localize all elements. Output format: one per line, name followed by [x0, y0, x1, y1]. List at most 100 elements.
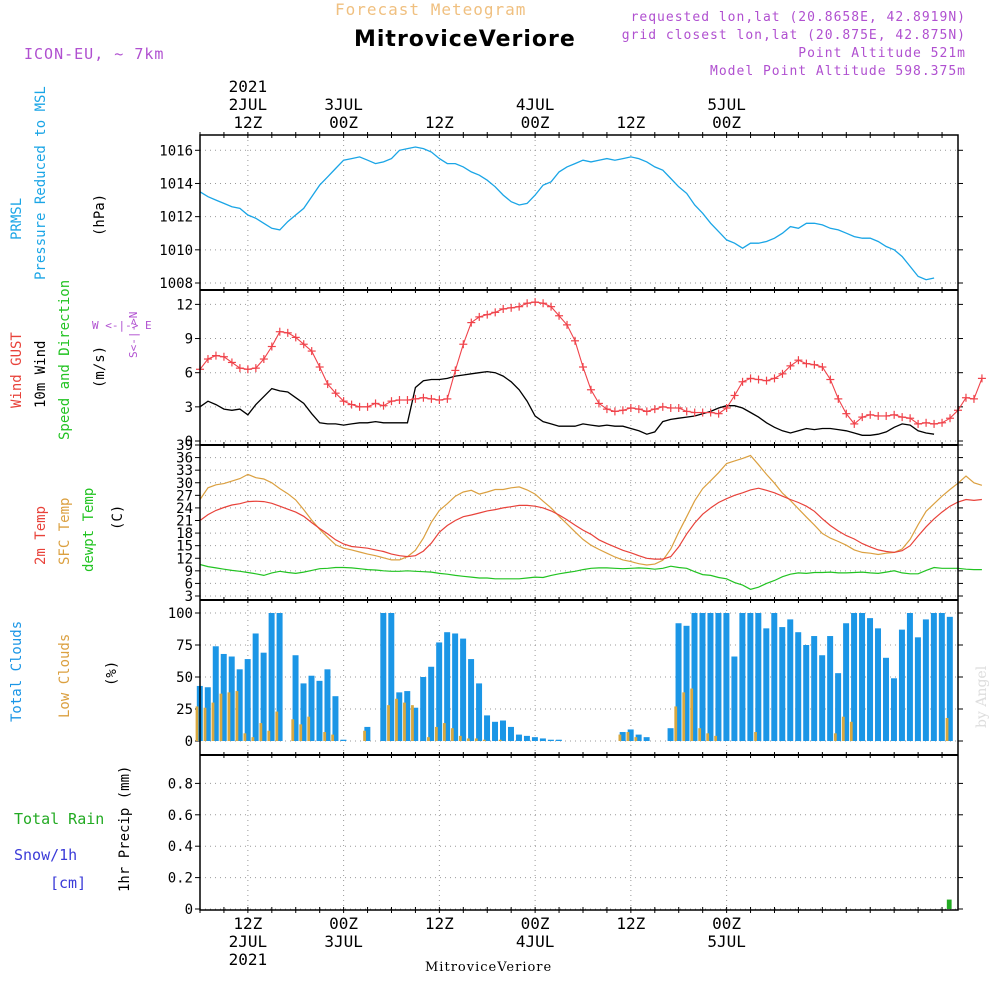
- total-cloud-bar: [539, 738, 546, 741]
- total-cloud-bar: [404, 691, 411, 741]
- top-hour-label: 12Z: [425, 113, 454, 132]
- pressure-tick-label: 1012: [159, 210, 193, 226]
- low-cloud-bar: [403, 702, 406, 741]
- clouds-tick-label: 0: [185, 734, 193, 750]
- low-cloud-bar: [235, 691, 239, 741]
- pressure-tick-label: 1014: [159, 176, 193, 192]
- total-cloud-bar: [635, 734, 642, 741]
- total-cloud-bar: [340, 739, 347, 741]
- point-altitude: Point Altitude 521m: [798, 46, 966, 61]
- top-hour-label: 12Z: [233, 113, 262, 132]
- total-cloud-bar: [898, 629, 905, 741]
- total-cloud-bar: [771, 613, 778, 741]
- total-cloud-bar: [523, 735, 530, 741]
- total-cloud-bar: [859, 613, 866, 741]
- precip-tick-label: 0.8: [168, 776, 193, 792]
- temp-tick-label: 3: [185, 589, 193, 605]
- precip-snow-label: Snow/1h: [14, 846, 78, 864]
- total-cloud-bar: [436, 642, 443, 741]
- total-cloud-bar: [890, 678, 897, 741]
- low-cloud-bar: [626, 732, 630, 741]
- total-cloud-bar: [324, 669, 331, 741]
- bottom-hour-label: 12Z: [425, 914, 454, 933]
- low-cloud-bar: [690, 688, 694, 741]
- total-cloud-bar: [643, 737, 650, 741]
- total-cloud-bar: [755, 613, 762, 741]
- low-cloud-bar: [674, 706, 678, 741]
- temp-tick-label: 21: [176, 514, 193, 530]
- total-cloud-bar: [468, 659, 475, 741]
- total-cloud-bar: [739, 613, 746, 741]
- total-cloud-bar: [507, 726, 514, 741]
- clouds-tick-label: 100: [168, 606, 193, 622]
- top-date-label: 4JUL: [516, 95, 555, 114]
- pressure-tick-label: 1016: [159, 143, 193, 159]
- low-cloud-bar: [474, 738, 478, 741]
- total-cloud-bar: [930, 613, 937, 741]
- total-cloud-bar: [300, 683, 307, 741]
- temp-tick-label: 36: [176, 451, 193, 467]
- plot-frame: [199, 134, 959, 911]
- total-cloud-bar: [835, 673, 842, 741]
- top-date-label: 2JUL: [229, 95, 268, 114]
- total-cloud-bar: [938, 613, 945, 741]
- total-cloud-bar: [308, 675, 315, 741]
- low-cloud-bar: [482, 739, 486, 741]
- low-cloud-bar: [395, 698, 398, 741]
- total-cloud-bar: [875, 628, 882, 741]
- total-cloud-bar: [484, 715, 491, 741]
- temp-tick-label: 33: [176, 463, 193, 479]
- wind-tick-label: 9: [185, 332, 193, 348]
- temp-tick-label: 12: [176, 551, 193, 567]
- low-cloud-bar: [331, 734, 335, 741]
- top-hour-label: 00Z: [521, 113, 550, 132]
- low-cloud-bar: [754, 732, 757, 741]
- bottom-hour-label: 12Z: [233, 914, 262, 933]
- total-cloud-bar: [268, 613, 275, 741]
- total-cloud-bar: [492, 721, 499, 741]
- total-cloud-bar: [843, 623, 850, 741]
- precip-tick-label: 0.4: [168, 839, 193, 855]
- total-cloud-bar: [763, 628, 770, 741]
- total-cloud-bar: [683, 625, 690, 741]
- bottom-hour-label: 12Z: [616, 914, 645, 933]
- total-cloud-bar: [827, 636, 834, 741]
- requested-coords: requested lon,lat (20.8658E, 42.8919N): [630, 10, 966, 25]
- total-cloud-bar: [428, 666, 435, 741]
- low-cloud-bar: [251, 737, 255, 741]
- low-cloud-bar: [427, 737, 430, 741]
- total-cloud-bar: [882, 657, 889, 741]
- total-cloud-bar: [444, 632, 451, 741]
- top-date-label: 3JUL: [324, 95, 363, 114]
- total-cloud-bar: [292, 655, 299, 741]
- total-cloud-bar: [699, 613, 706, 741]
- low-cloud-bar: [363, 730, 366, 741]
- low-cloud-bar: [203, 707, 207, 741]
- precip-tick-label: 0.6: [168, 808, 193, 824]
- top-hour-label: 12Z: [616, 113, 645, 132]
- low-cloud-bar: [833, 733, 837, 741]
- clouds-tick-label: 25: [176, 702, 193, 718]
- closest-coords: grid closest lon,lat (20.875E, 42.875N): [621, 28, 966, 43]
- low-cloud-bar: [211, 702, 215, 741]
- bottom-date-label: 4JUL: [516, 932, 555, 951]
- bottom-hour-label: 00Z: [712, 914, 741, 933]
- wind-tick-label: 6: [185, 366, 193, 382]
- total-cloud-bar: [460, 638, 467, 741]
- total-cloud-bar: [787, 619, 794, 741]
- total-cloud-bar: [500, 720, 506, 741]
- low-cloud-bar: [275, 711, 279, 741]
- temp-dew-line: [199, 563, 982, 590]
- total-cloud-bar: [811, 636, 818, 741]
- total-cloud-bar: [412, 707, 419, 741]
- total-cloud-bar: [252, 633, 259, 741]
- total-cloud-bar: [236, 669, 243, 741]
- low-cloud-bar: [411, 705, 414, 741]
- temp-t2m-line: [199, 487, 982, 560]
- total-cloud-bar: [515, 734, 522, 741]
- total-cloud-bar: [795, 632, 802, 741]
- wind-tick-label: 3: [185, 400, 193, 416]
- precip-tick-label: 0.2: [168, 871, 193, 887]
- wind-tick-label: 12: [176, 297, 193, 313]
- total-cloud-bar: [316, 680, 323, 741]
